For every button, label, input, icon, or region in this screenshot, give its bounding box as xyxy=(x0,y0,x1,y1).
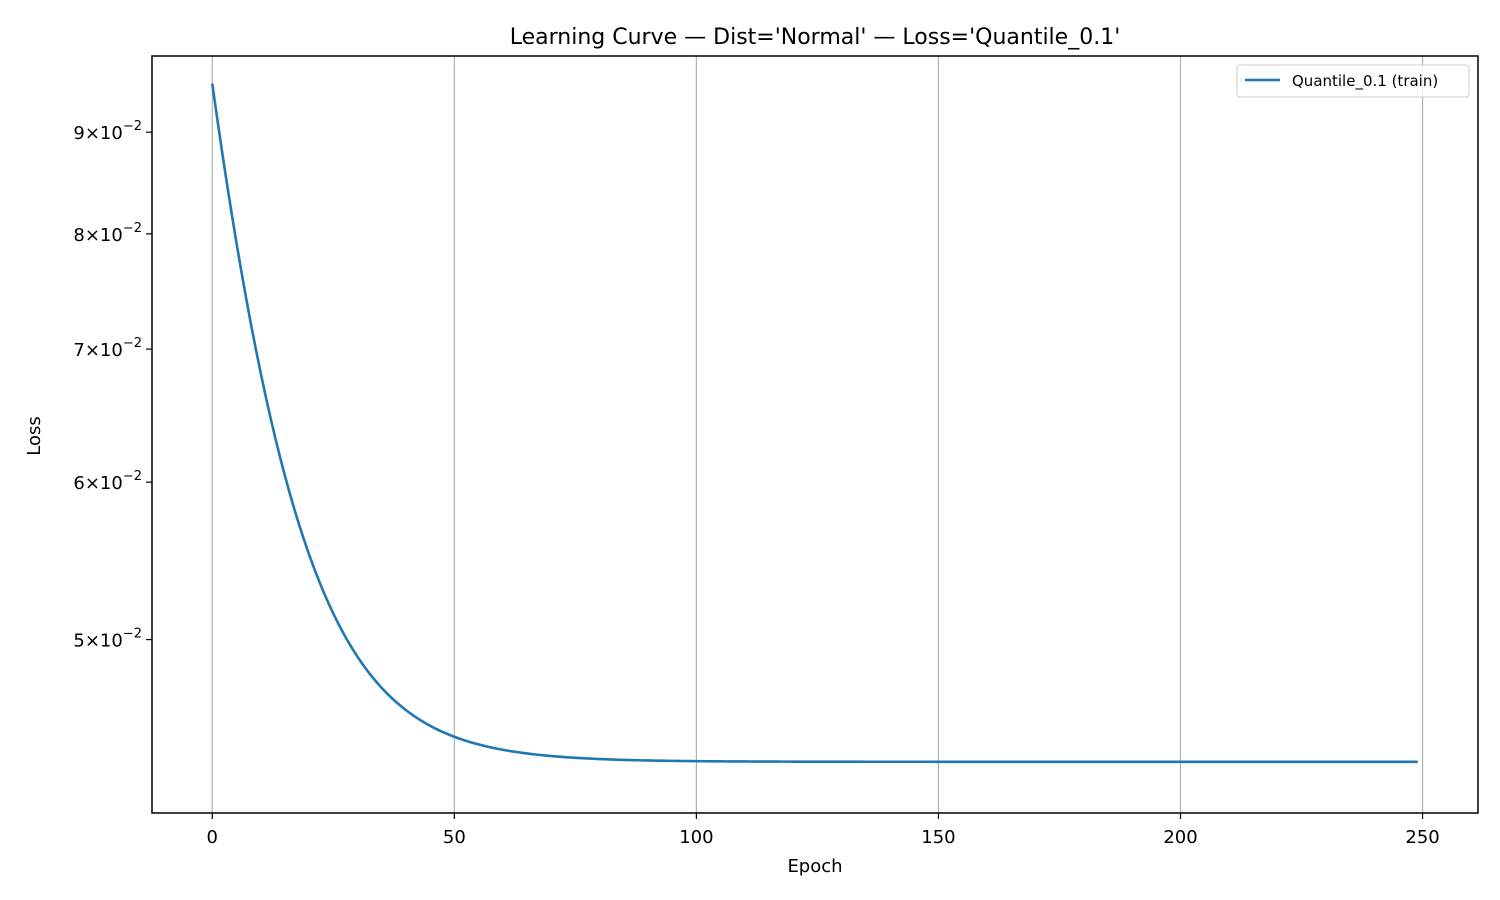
y-tick-times: × xyxy=(85,123,100,144)
grid xyxy=(211,56,1424,813)
x-tick-label: 100 xyxy=(679,827,713,848)
x-tick-label: 0 xyxy=(207,827,218,848)
y-tick-times: × xyxy=(85,473,100,494)
x-tick-label: 200 xyxy=(1163,827,1197,848)
chart-title: Learning Curve — Dist='Normal' — Loss='Q… xyxy=(510,25,1121,50)
legend: Quantile_0.1 (train) xyxy=(1236,64,1470,98)
y-tick-times: × xyxy=(85,225,100,246)
y-tick-exponent: −2 xyxy=(123,119,142,134)
y-tick-mantissa: 5 xyxy=(73,631,84,652)
y-tick-label: 8×10−2 xyxy=(73,221,142,246)
x-axis-label: Epoch xyxy=(787,856,842,877)
y-tick-label: 6×10−2 xyxy=(73,469,142,494)
y-tick-exponent: −2 xyxy=(123,221,142,236)
y-tick-times: × xyxy=(85,631,100,652)
y-tick-mantissa: 7 xyxy=(73,340,84,361)
y-axis-label: Loss xyxy=(24,416,45,455)
y-tick-times: × xyxy=(85,340,100,361)
y-tick-base: 10 xyxy=(100,631,123,652)
y-tick-label: 7×10−2 xyxy=(73,336,142,361)
x-tick-label: 50 xyxy=(443,827,466,848)
y-tick-exponent: −2 xyxy=(123,469,142,484)
series-line xyxy=(210,83,1418,764)
x-tick-label: 150 xyxy=(921,827,955,848)
y-tick-base: 10 xyxy=(100,225,123,246)
y-tick-label: 5×10−2 xyxy=(73,627,142,652)
y-tick-base: 10 xyxy=(100,123,123,144)
y-tick-mantissa: 8 xyxy=(73,225,84,246)
y-tick-mantissa: 6 xyxy=(73,473,84,494)
y-axis-ticks: 5×10−26×10−27×10−28×10−29×10−2 xyxy=(73,119,152,652)
y-tick-base: 10 xyxy=(100,340,123,361)
plot-frame xyxy=(151,55,1479,814)
x-tick-label: 250 xyxy=(1405,827,1439,848)
x-axis-ticks: 0 50 100 150 200 250 xyxy=(207,813,1440,848)
series-layer xyxy=(210,83,1418,764)
y-tick-base: 10 xyxy=(100,473,123,494)
legend-box xyxy=(1236,64,1470,98)
y-tick-exponent: −2 xyxy=(123,336,142,351)
y-tick-label: 9×10−2 xyxy=(73,119,142,144)
y-tick-exponent: −2 xyxy=(123,627,142,642)
legend-label: Quantile_0.1 (train) xyxy=(1292,72,1438,91)
y-tick-mantissa: 9 xyxy=(73,123,84,144)
